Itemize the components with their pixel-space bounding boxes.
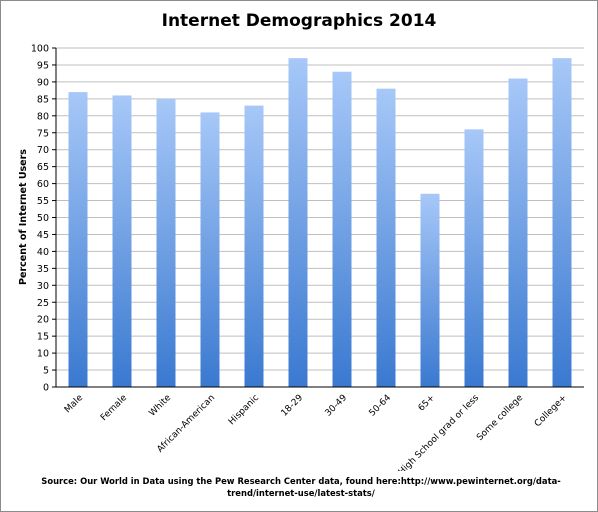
- y-tick-label: 65: [37, 162, 49, 173]
- bar: [552, 58, 572, 388]
- bar: [508, 78, 528, 387]
- y-tick-label: 90: [37, 77, 49, 88]
- y-tick-label: 50: [37, 213, 49, 224]
- x-tick-label: 50-64: [368, 393, 394, 419]
- x-tick-label: College+: [533, 393, 569, 429]
- axes: [55, 48, 584, 388]
- bar: [156, 98, 176, 387]
- bar: [200, 112, 220, 387]
- x-tick-label: Some college: [475, 393, 525, 443]
- y-axis-label: Percent of Internet Users: [18, 149, 29, 285]
- x-tick-label: 30-49: [324, 393, 350, 419]
- x-tick-label: High School grad or less: [397, 393, 482, 471]
- y-tick-label: 45: [37, 230, 49, 241]
- chart-title: Internet Demographics 2014: [161, 11, 437, 31]
- y-tick-label: 95: [37, 60, 49, 71]
- y-tick-labels: 0 5 10 15 20 25 30 35 40 45 50 55 60 65 70 75 80 85 90 95 10…: [31, 44, 49, 394]
- y-tick-label: 70: [37, 145, 49, 156]
- x-tick-label: 18-29: [280, 393, 306, 419]
- y-tick-label: 85: [37, 94, 49, 105]
- gridlines: [52, 47, 584, 388]
- y-tick-label: 40: [37, 247, 49, 258]
- y-tick-label: 75: [37, 128, 49, 139]
- x-tick-label: Hispanic: [227, 393, 261, 427]
- y-tick-label: 5: [43, 366, 49, 377]
- bar: [420, 193, 440, 387]
- x-tick-label: Female: [99, 393, 129, 423]
- y-tick-label: 25: [37, 298, 49, 309]
- y-tick-label: 60: [37, 179, 49, 190]
- y-tick-label: 100: [31, 44, 49, 55]
- bar-chart: 0 5 10 15 20 25 30 35 40 45 50 55 60 65 70 75 80 85 90 95 10…: [18, 44, 584, 471]
- bar: [68, 92, 88, 387]
- y-tick-label: 10: [37, 349, 49, 360]
- x-tick-label: 65+: [417, 393, 438, 414]
- bar: [464, 129, 484, 388]
- y-tick-label: 55: [37, 196, 49, 207]
- bar: [112, 95, 132, 388]
- y-tick-label: 80: [37, 111, 49, 122]
- y-tick-label: 35: [37, 264, 49, 275]
- y-tick-label: 0: [43, 383, 49, 394]
- x-tick-label: Male: [63, 393, 85, 415]
- bar: [288, 58, 308, 388]
- bar: [376, 88, 396, 388]
- x-tick-label: White: [148, 393, 174, 419]
- y-tick-label: 30: [37, 281, 49, 292]
- bar: [332, 71, 352, 387]
- y-tick-label: 20: [37, 315, 49, 326]
- y-tick-label: 15: [37, 332, 49, 343]
- bar: [244, 105, 264, 387]
- source-note: Source: Our World in Data using the Pew …: [41, 476, 561, 498]
- bars: [68, 58, 572, 388]
